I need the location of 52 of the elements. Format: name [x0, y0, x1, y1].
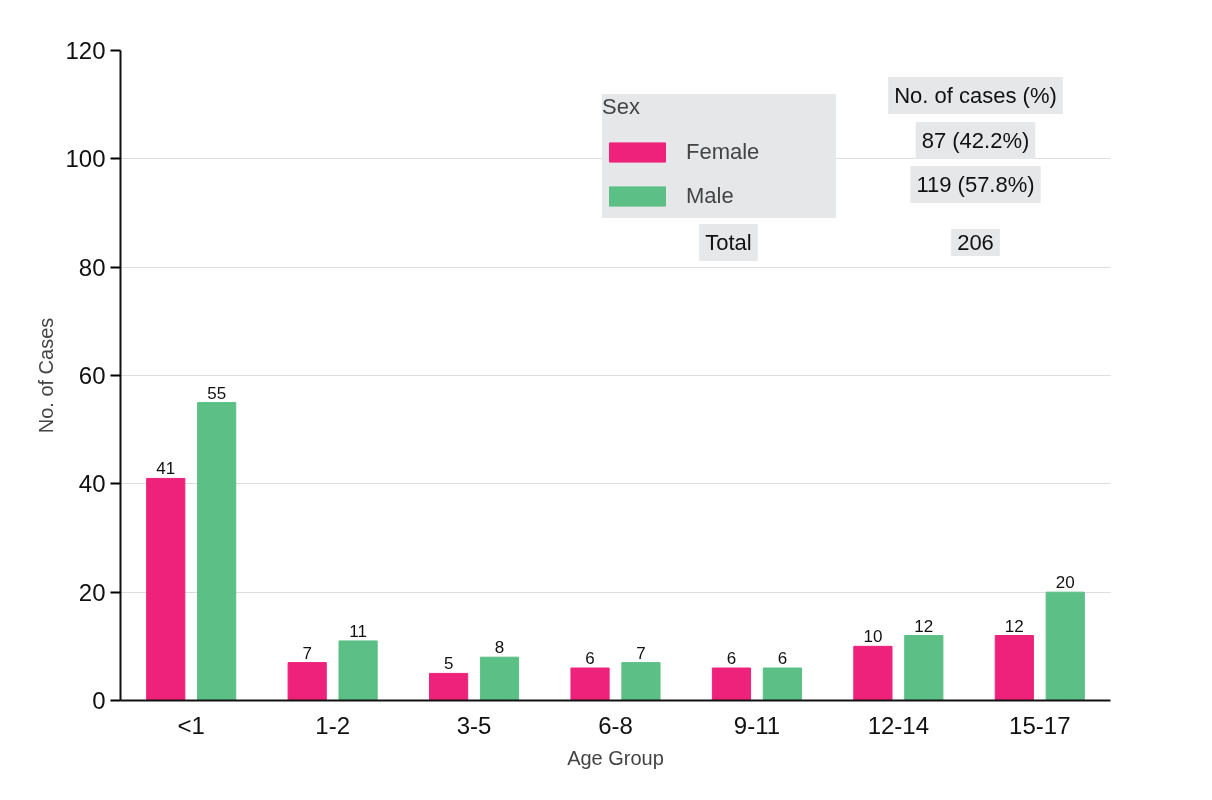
bar: [853, 645, 893, 701]
bar: [994, 635, 1034, 701]
data-label: 8: [494, 638, 505, 658]
data-label: 6: [726, 649, 737, 668]
bar: [1045, 591, 1085, 701]
data-label: 7: [636, 643, 646, 663]
bar: [197, 402, 237, 701]
data-label: 11: [349, 621, 367, 641]
data-label: 6: [585, 649, 595, 668]
y-tick-label: 0: [92, 687, 106, 714]
data-label: 5: [443, 654, 454, 674]
bar: [479, 656, 520, 701]
y-axis-title: No. of Cases: [35, 317, 58, 434]
data-label: 12: [914, 616, 934, 636]
bar: [429, 672, 469, 701]
x-axis-title: Age Group: [567, 746, 664, 769]
annotation: 119 (57.8%): [916, 172, 1035, 197]
x-tick-label: 6-8: [598, 711, 633, 739]
y-tick-label: 60: [78, 362, 106, 389]
data-label: 20: [1055, 573, 1075, 593]
bar: [904, 635, 944, 701]
x-tick-label: <1: [177, 711, 205, 739]
data-label: 55: [207, 383, 227, 403]
bar: [621, 662, 661, 701]
data-label: 12: [1004, 616, 1024, 636]
annotation: Total: [705, 230, 752, 255]
data-label: 7: [302, 643, 312, 663]
x-tick-label: 9-11: [733, 711, 781, 739]
y-tick-label: 100: [65, 145, 106, 173]
bar: [762, 667, 802, 701]
annotation: No. of cases (%): [894, 83, 1057, 108]
y-tick-label: 40: [78, 470, 106, 498]
bar: [570, 667, 610, 701]
x-tick-label: 3-5: [456, 711, 492, 739]
bar: [146, 477, 186, 701]
y-tick-label: 20: [78, 578, 106, 606]
data-label: 10: [863, 627, 883, 647]
annotation: 206: [957, 230, 994, 255]
legend-title: Sex: [602, 94, 641, 120]
data-label: 6: [777, 649, 788, 668]
y-tick-label: 120: [65, 37, 106, 64]
x-tick-label: 15-17: [1009, 711, 1071, 739]
y-tick-label: 80: [78, 253, 106, 281]
data-label: 41: [156, 459, 176, 479]
bar: [338, 640, 378, 701]
legend-label: Male: [686, 182, 735, 210]
x-tick-label: 1-2: [315, 711, 350, 739]
annotation: 87 (42.2%): [921, 128, 1030, 153]
legend-label: Female: [686, 138, 761, 166]
bar: [711, 667, 752, 701]
x-tick-label: 12-14: [867, 711, 930, 739]
bar: [287, 662, 327, 701]
